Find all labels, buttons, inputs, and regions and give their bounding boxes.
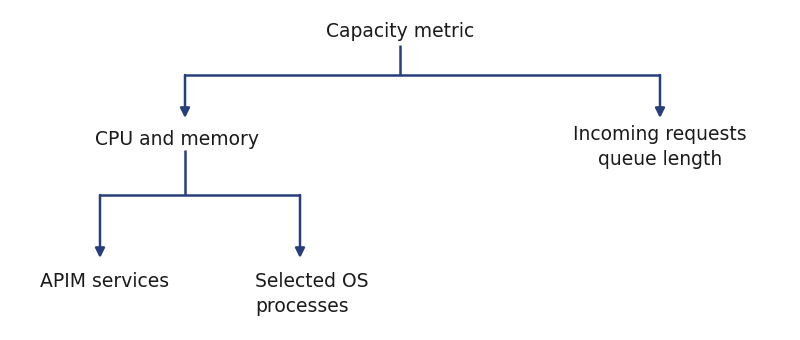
Text: Capacity metric: Capacity metric: [326, 22, 474, 41]
Text: CPU and memory: CPU and memory: [95, 130, 259, 149]
Text: Selected OS
processes: Selected OS processes: [255, 272, 369, 316]
Text: Incoming requests
queue length: Incoming requests queue length: [573, 125, 747, 169]
Text: APIM services: APIM services: [40, 272, 169, 291]
